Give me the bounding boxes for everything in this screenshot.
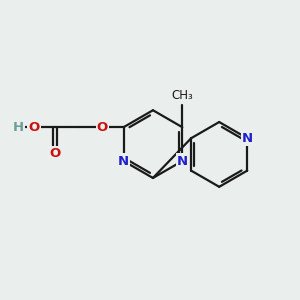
Text: O: O (28, 121, 40, 134)
Text: O: O (97, 121, 108, 134)
Text: N: N (242, 132, 253, 145)
Text: CH₃: CH₃ (171, 88, 193, 102)
Text: N: N (118, 154, 129, 167)
Text: O: O (50, 147, 61, 160)
Text: H: H (12, 121, 23, 134)
Text: N: N (177, 154, 188, 167)
